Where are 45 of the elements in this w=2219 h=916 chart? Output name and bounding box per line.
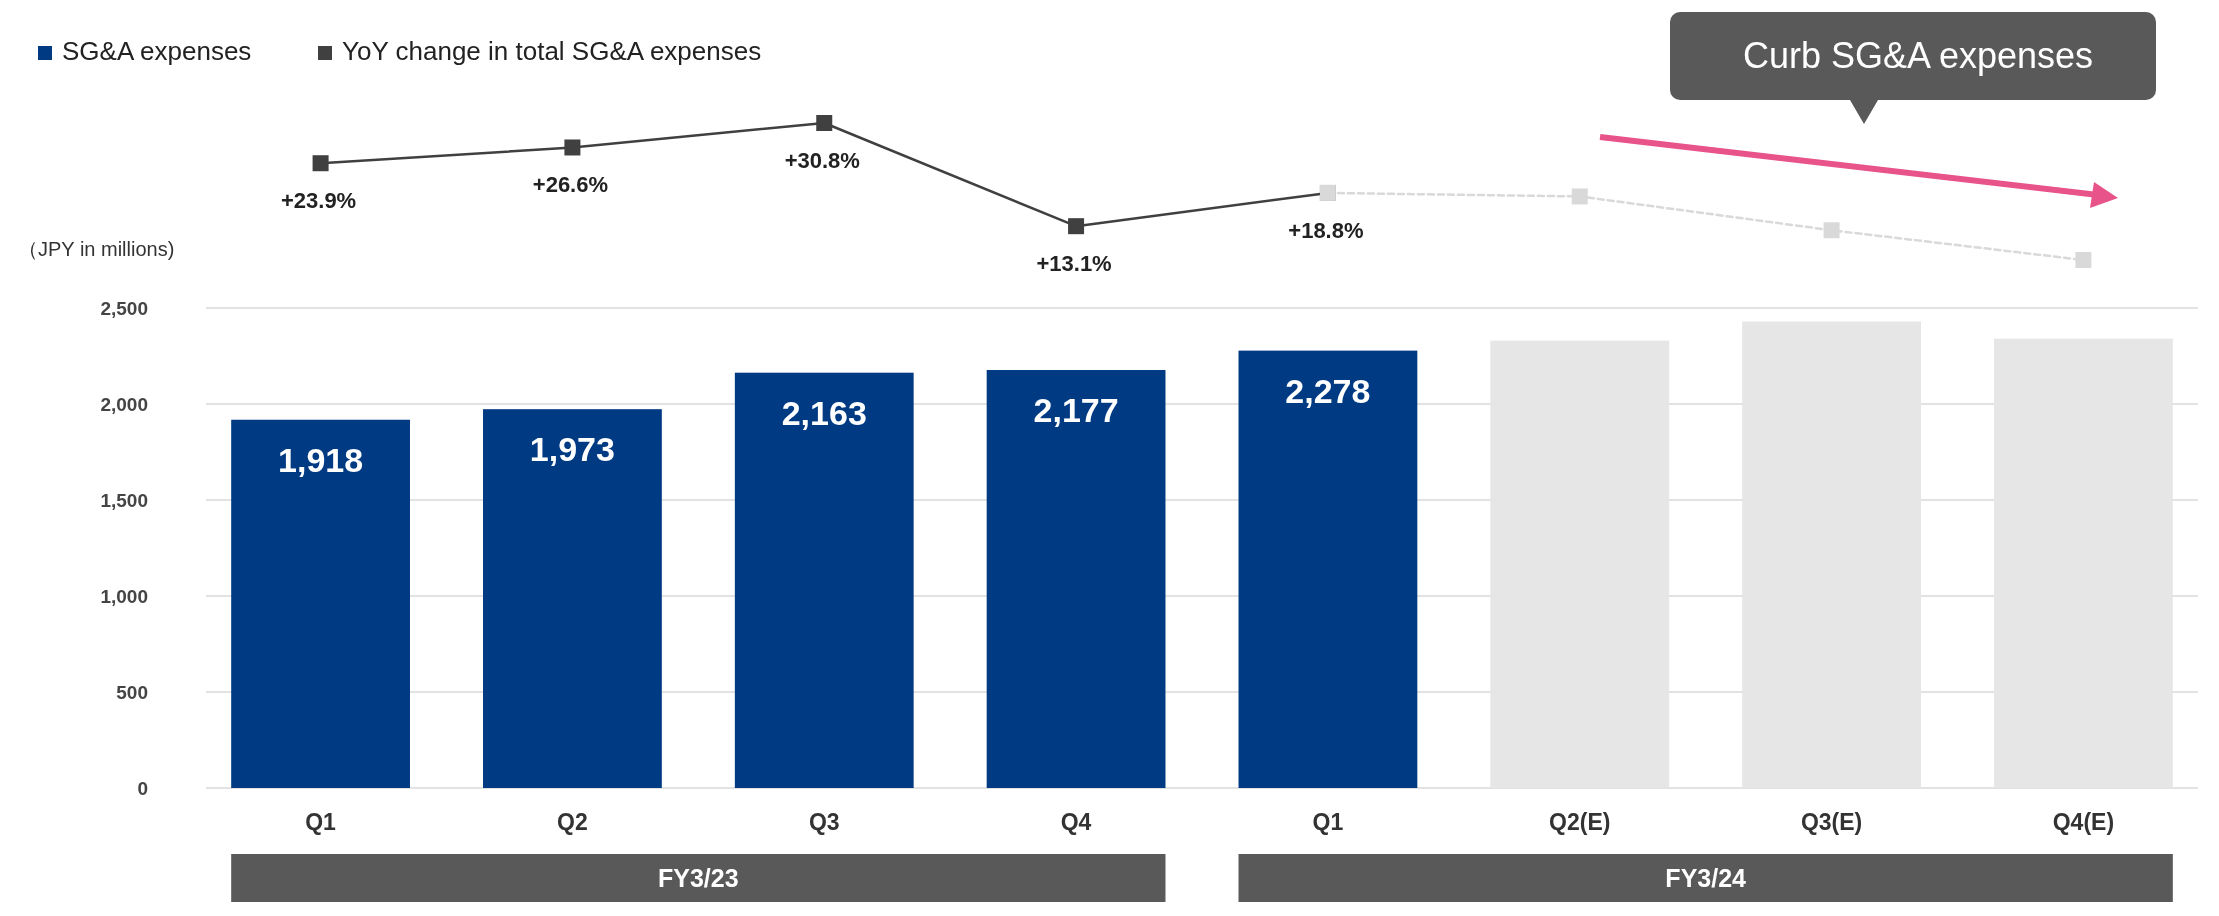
y-tick-label: 2,500	[100, 298, 148, 319]
data-label: +18.8%	[1288, 217, 1364, 243]
y-tick-label: 1,500	[100, 490, 148, 511]
bar	[1490, 340, 1670, 788]
data-label: 2,163	[781, 393, 867, 432]
y-tick-label: 500	[116, 682, 148, 703]
point	[312, 155, 329, 172]
data-label: +23.9%	[280, 188, 357, 214]
text: FY3/24	[1665, 864, 1747, 892]
x-tick-label: Q3	[808, 809, 840, 835]
x-tick-label: Q2	[557, 809, 588, 835]
point	[1571, 188, 1588, 205]
point	[1068, 218, 1085, 235]
bar	[1238, 350, 1418, 788]
x-tick-label: Q1	[1312, 809, 1344, 835]
point	[564, 139, 581, 156]
y-tick-label: 1,000	[100, 586, 148, 607]
bar	[986, 370, 1166, 788]
x-tick-label: Q1	[305, 809, 337, 835]
data-label: +30.8%	[784, 148, 860, 173]
bar	[483, 409, 662, 788]
x-tick-label: Q3(E)	[1800, 809, 1863, 835]
point	[1823, 222, 1840, 239]
legend-label: SG&A expenses	[62, 36, 252, 66]
data-label: +26.6%	[532, 172, 609, 198]
data-label: 2,278	[1285, 371, 1371, 410]
data-label: 1,918	[278, 440, 364, 479]
text: Curb SG&A expenses	[1742, 35, 2094, 76]
y-tick-label: 2,000	[100, 394, 148, 415]
bar	[734, 372, 914, 788]
point	[2075, 252, 2092, 268]
bar	[1742, 321, 1921, 788]
point	[816, 115, 833, 131]
legend-label: YoY change in total SG&A expenses	[342, 36, 762, 66]
bar	[231, 419, 410, 788]
text: FY3/23	[658, 864, 739, 892]
x-tick-label: Q4	[1060, 809, 1092, 835]
x-tick-label: Q2(E)	[1549, 809, 1611, 835]
data-label: 2,177	[1033, 391, 1119, 430]
bar	[1994, 338, 2173, 788]
data-label: +13.1%	[1036, 251, 1112, 277]
x-tick-label: Q4(E)	[2052, 809, 2115, 835]
y-axis-title: （JPY in millions)	[18, 238, 175, 260]
y-tick-label: 0	[137, 778, 148, 799]
data-label: 1,973	[529, 430, 615, 469]
